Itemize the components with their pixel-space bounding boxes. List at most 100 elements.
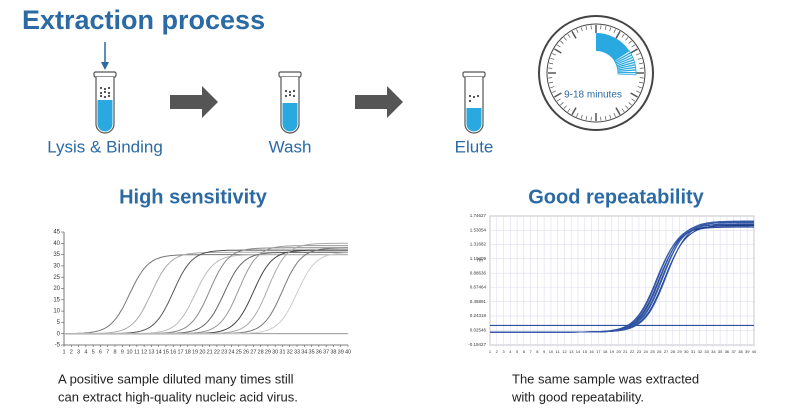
x-tick-label: 36 bbox=[725, 349, 730, 354]
clock-tick bbox=[576, 29, 579, 33]
bead bbox=[103, 87, 107, 91]
clock-tick bbox=[630, 92, 638, 98]
clock-tick bbox=[560, 102, 564, 106]
liquid bbox=[97, 100, 113, 132]
x-tick-label: 23 bbox=[637, 349, 642, 354]
clock-face bbox=[546, 23, 646, 123]
x-tick-label: 10 bbox=[126, 349, 132, 355]
x-tick-label: 8 bbox=[536, 349, 539, 354]
clock bbox=[538, 15, 654, 131]
clock-tick bbox=[552, 53, 556, 56]
clock-tick bbox=[563, 37, 567, 41]
x-tick-label: 26 bbox=[657, 349, 662, 354]
y-tick-label: -0.19427 bbox=[468, 342, 486, 347]
y-tick-label: -5 bbox=[55, 343, 61, 349]
x-tick-label: 33 bbox=[294, 349, 300, 355]
clock-tick bbox=[563, 105, 567, 109]
x-tick-label: 8 bbox=[113, 349, 116, 355]
y-tick-label: 0.67464 bbox=[470, 284, 487, 289]
x-tick-label: 7 bbox=[106, 349, 109, 355]
clock-tick bbox=[548, 62, 554, 65]
heading: High sensitivity bbox=[119, 186, 268, 208]
x-tick-label: 4 bbox=[84, 349, 87, 355]
amplification-curve bbox=[64, 247, 348, 335]
x-tick-label: 4 bbox=[509, 349, 512, 354]
y-tick-label: 1.74627 bbox=[470, 213, 487, 218]
step-arrow bbox=[355, 86, 403, 118]
clock-tick bbox=[552, 90, 556, 93]
clock-tick bbox=[580, 114, 583, 119]
amplification-curve bbox=[64, 252, 349, 335]
x-tick-label: 31 bbox=[279, 349, 285, 355]
x-tick-label: 1 bbox=[62, 349, 65, 355]
clock-tick bbox=[631, 44, 636, 48]
x-tick-label: 6 bbox=[99, 349, 102, 355]
bead bbox=[99, 91, 103, 95]
x-tick-label: 20 bbox=[199, 349, 205, 355]
clock-tick bbox=[554, 92, 562, 98]
clock-tick bbox=[560, 40, 564, 44]
x-tick-label: 16 bbox=[170, 349, 176, 355]
x-tick-label: 9 bbox=[121, 349, 124, 355]
clock-tick bbox=[550, 86, 555, 89]
clock-tick bbox=[556, 44, 561, 48]
clock-tick bbox=[636, 53, 640, 56]
clock-tick bbox=[613, 29, 616, 33]
clock-tick bbox=[585, 25, 588, 31]
x-tick-label: 18 bbox=[185, 349, 191, 355]
amplification-curve bbox=[490, 221, 754, 333]
right-chart: -0.19427 0.02546 0.24318 0.45891 0.67464 0.88… bbox=[468, 213, 757, 354]
x-tick-label: 34 bbox=[301, 349, 307, 355]
y-tick-label: 10 bbox=[53, 309, 60, 315]
x-tick-label: 33 bbox=[704, 349, 709, 354]
x-tick-label: 38 bbox=[330, 349, 336, 355]
clock-tick bbox=[625, 105, 629, 109]
y-tick-label: 1.53054 bbox=[470, 228, 487, 233]
clock-tick bbox=[556, 98, 561, 102]
step-label: Elute bbox=[455, 137, 494, 156]
x-tick-label: 24 bbox=[228, 349, 234, 355]
clock-tick bbox=[548, 81, 554, 84]
clock-tick bbox=[625, 37, 629, 41]
clock-tick bbox=[621, 33, 625, 38]
x-tick-label: 39 bbox=[338, 349, 344, 355]
clock-tick bbox=[621, 108, 625, 113]
x-tick-label: 5 bbox=[92, 349, 95, 355]
bead bbox=[288, 90, 292, 94]
x-tick-label: 36 bbox=[316, 349, 322, 355]
input-arrow-head bbox=[101, 62, 109, 70]
tube-cap bbox=[278, 71, 302, 78]
x-tick-label: 34 bbox=[711, 349, 716, 354]
x-tick-label: 13 bbox=[569, 349, 574, 354]
step-label: Lysis & Binding bbox=[47, 137, 163, 156]
amplification-curve bbox=[64, 242, 348, 335]
bead bbox=[288, 93, 292, 97]
x-tick-label: 29 bbox=[677, 349, 682, 354]
clock-tick bbox=[628, 102, 632, 106]
clock-tick bbox=[604, 115, 607, 121]
x-tick-label: 30 bbox=[684, 349, 689, 354]
amplification-curve bbox=[64, 254, 348, 335]
caption: A positive sample diluted many times sti… bbox=[58, 371, 294, 386]
x-tick-label: 23 bbox=[221, 349, 227, 355]
x-tick-label: 38 bbox=[738, 349, 743, 354]
x-tick-label: 11 bbox=[134, 349, 140, 355]
clock-tick bbox=[615, 31, 621, 39]
clock-tick bbox=[630, 48, 638, 54]
x-tick-label: 28 bbox=[671, 349, 676, 354]
clock-tick bbox=[609, 27, 612, 32]
y-tick-label: 5 bbox=[57, 320, 61, 326]
y-tick-label: 35 bbox=[53, 252, 60, 258]
x-tick-label: 21 bbox=[207, 349, 213, 355]
y-tick-label: 0.24318 bbox=[470, 313, 487, 318]
y-tick-label: 1.31682 bbox=[470, 242, 487, 247]
y-tick-label: 0 bbox=[57, 331, 61, 337]
bead bbox=[99, 94, 103, 98]
clock-tick bbox=[585, 115, 588, 121]
x-tick-label: 37 bbox=[731, 349, 736, 354]
x-tick-label: 25 bbox=[650, 349, 655, 354]
bead bbox=[99, 86, 103, 90]
clock-tick bbox=[550, 57, 555, 60]
